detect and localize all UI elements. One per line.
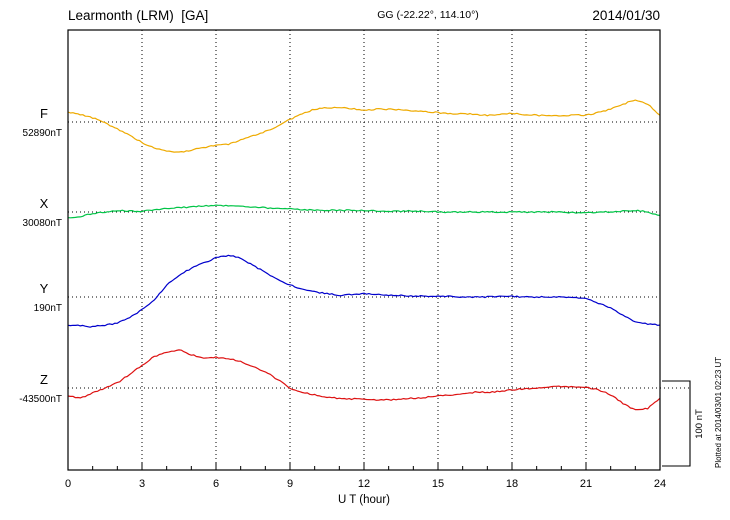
x-axis-label: U T (hour) [338,494,390,506]
channel-labels: F 52890nT X 30080nT Y 190nT Z -43500nT [19,106,62,405]
x-tick-labels: 0 3 6 9 12 15 18 21 24 [65,478,666,490]
channel-letter-Z: Z [40,372,48,387]
traces [67,99,661,411]
channel-letter-F: F [40,106,48,121]
x-tick-label-6: 6 [213,478,219,490]
x-tick-label-3: 3 [139,478,145,490]
x-tick-label-18: 18 [506,478,518,490]
plotted-at-note: Plotted at 2014/03/01 02:23 UT [714,357,723,468]
trace-F [67,99,661,153]
trace-Y [67,254,661,328]
channel-baseline-Y: 190nT [34,303,62,314]
plot-date: 2014/01/30 [592,8,660,23]
channel-letter-X: X [40,196,49,211]
x-tick-label-0: 0 [65,478,71,490]
station-coords: GG (-22.22°, 114.10°) [377,9,479,21]
x-tick-label-15: 15 [432,478,444,490]
scale-bar-label: 100 nT [694,409,705,439]
x-tick-label-12: 12 [358,478,370,490]
channel-letter-Y: Y [40,281,49,296]
scale-bar [662,380,691,467]
x-tick-label-21: 21 [580,478,592,490]
channel-baseline-Z: -43500nT [19,394,62,405]
axis-ticks [67,462,661,470]
x-tick-label-9: 9 [287,478,293,490]
x-tick-label-24: 24 [654,478,666,490]
gridlines [68,30,690,470]
channel-baseline-F: 52890nT [23,128,62,139]
channel-baseline-X: 30080nT [23,218,62,229]
plot-title: Learmonth (LRM) [GA] [68,8,208,23]
trace-Z [67,349,661,411]
trace-X [67,204,661,219]
